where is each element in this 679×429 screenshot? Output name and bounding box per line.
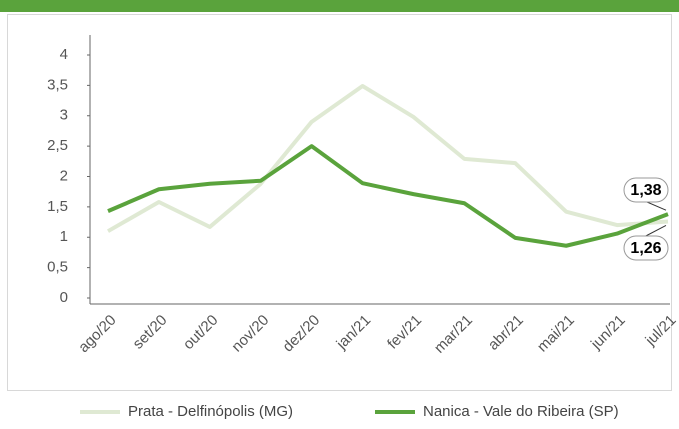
x-tick-label: abr/21	[485, 312, 527, 354]
value-label: 1,26	[630, 240, 661, 257]
x-tick-label: ago/20	[75, 312, 119, 356]
label-box	[623, 177, 669, 203]
y-tick-label: 4	[60, 46, 68, 63]
x-tick-label: jul/21	[642, 312, 679, 350]
legend-label: Prata - Delfinópolis (MG)	[128, 403, 293, 420]
x-tick-label: set/20	[130, 312, 171, 353]
x-tick-label: out/20	[180, 312, 222, 354]
value-label: 1,38	[630, 182, 661, 199]
y-tick-label: 0	[60, 289, 68, 306]
y-tick-label: 1	[60, 228, 68, 245]
y-tick-label: 2,5	[47, 137, 68, 154]
x-tick-label: mar/21	[431, 312, 476, 357]
label-box	[623, 235, 669, 261]
y-tick-label: 0,5	[47, 259, 68, 276]
top-bar	[0, 0, 679, 12]
y-tick-label: 3,5	[47, 76, 68, 93]
x-tick-label: jun/21	[587, 312, 629, 354]
y-tick-label: 3	[60, 107, 68, 124]
x-tick-label: jan/21	[333, 312, 375, 354]
x-tick-label: mai/21	[534, 312, 578, 356]
x-tick-label: fev/21	[384, 312, 425, 353]
series-line	[107, 144, 669, 248]
frame	[7, 14, 672, 391]
series-line	[107, 83, 669, 233]
x-tick-label: nov/20	[228, 312, 272, 356]
y-tick-label: 1,5	[47, 198, 68, 215]
legend-label: Nanica - Vale do Ribeira (SP)	[423, 403, 619, 420]
x-tick-label: dez/20	[279, 312, 323, 356]
y-tick-label: 2	[60, 167, 68, 184]
